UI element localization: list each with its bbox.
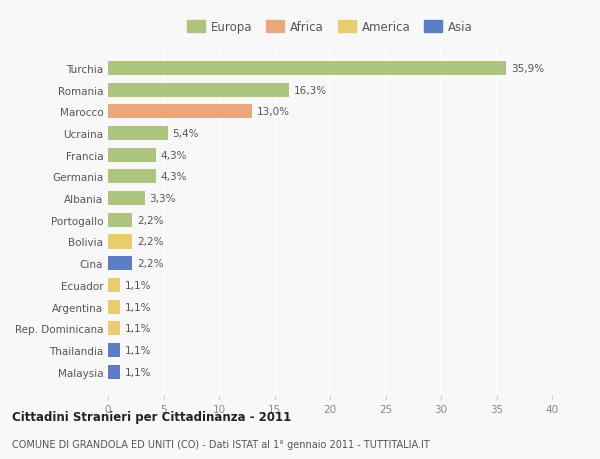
Text: 3,3%: 3,3% <box>149 194 176 204</box>
Text: 4,3%: 4,3% <box>160 151 187 160</box>
Text: 1,1%: 1,1% <box>125 367 151 377</box>
Bar <box>108 257 133 271</box>
Bar <box>108 62 506 76</box>
Text: 2,2%: 2,2% <box>137 215 163 225</box>
Bar <box>108 365 120 379</box>
Text: 1,1%: 1,1% <box>125 280 151 290</box>
Text: COMUNE DI GRANDOLA ED UNITI (CO) - Dati ISTAT al 1° gennaio 2011 - TUTTITALIA.IT: COMUNE DI GRANDOLA ED UNITI (CO) - Dati … <box>12 440 430 449</box>
Text: 5,4%: 5,4% <box>172 129 199 139</box>
Text: 13,0%: 13,0% <box>257 107 290 117</box>
Text: 2,2%: 2,2% <box>137 237 163 247</box>
Bar <box>108 84 289 97</box>
Text: 1,1%: 1,1% <box>125 324 151 334</box>
Bar <box>108 127 168 141</box>
Text: 4,3%: 4,3% <box>160 172 187 182</box>
Text: 16,3%: 16,3% <box>293 85 326 95</box>
Bar <box>108 105 253 119</box>
Bar <box>108 321 120 336</box>
Bar <box>108 300 120 314</box>
Bar <box>108 235 133 249</box>
Text: 35,9%: 35,9% <box>511 64 544 74</box>
Bar <box>108 278 120 292</box>
Bar <box>108 213 133 227</box>
Text: 1,1%: 1,1% <box>125 345 151 355</box>
Bar <box>108 343 120 357</box>
Text: Cittadini Stranieri per Cittadinanza - 2011: Cittadini Stranieri per Cittadinanza - 2… <box>12 410 291 423</box>
Legend: Europa, Africa, America, Asia: Europa, Africa, America, Asia <box>185 19 475 37</box>
Bar <box>108 192 145 206</box>
Bar <box>108 170 156 184</box>
Bar <box>108 148 156 162</box>
Text: 1,1%: 1,1% <box>125 302 151 312</box>
Text: 2,2%: 2,2% <box>137 258 163 269</box>
